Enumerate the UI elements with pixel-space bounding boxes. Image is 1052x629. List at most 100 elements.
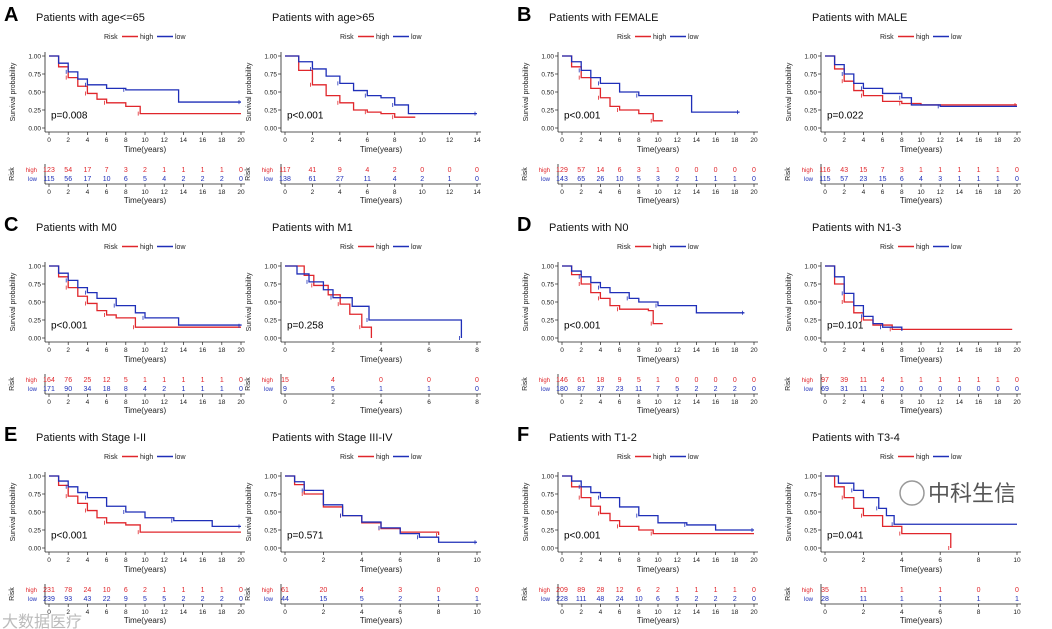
legend-low-label: low — [411, 454, 422, 461]
risk-table-label: Risk — [785, 167, 792, 181]
risk-x-tick-label: 6 — [881, 189, 885, 196]
risk-count-low: 28 — [821, 596, 829, 603]
risk-count-high: 164 — [43, 377, 55, 384]
risk-x-tick-label: 0 — [283, 609, 287, 616]
risk-count-low: 87 — [577, 386, 585, 393]
legend-low-label: low — [951, 34, 962, 41]
risk-x-tick-label: 10 — [1013, 609, 1021, 616]
risk-count-high: 1 — [656, 377, 660, 384]
risk-count-high: 15 — [860, 167, 868, 174]
risk-count-low: 2 — [733, 386, 737, 393]
legend-title: Risk — [880, 244, 894, 251]
risk-count-high: 0 — [1015, 377, 1019, 384]
risk-count-high: 1 — [143, 377, 147, 384]
panel-letter: A — [4, 4, 18, 26]
km-panel: Patients with M1 Risk high low Survival prob… — [245, 222, 481, 415]
panel-title: Patients with M0 — [36, 222, 117, 234]
km-curve-high — [49, 55, 241, 115]
risk-count-low: 18 — [103, 386, 111, 393]
risk-x-tick-label: 16 — [975, 399, 983, 406]
risk-row-low-label: low — [541, 177, 551, 183]
risk-count-high: 1 — [733, 587, 737, 594]
risk-x-tick-label: 20 — [750, 189, 758, 196]
watermark-right: 中科生信 — [928, 481, 1016, 506]
risk-x-tick-label: 18 — [218, 399, 226, 406]
x-tick-label: 18 — [994, 347, 1002, 354]
y-axis-label: Survival probability — [523, 482, 530, 541]
risk-count-low: 65 — [577, 176, 585, 183]
x-tick-label: 10 — [141, 347, 149, 354]
risk-x-tick-label: 20 — [750, 609, 758, 616]
risk-x-tick-label: 18 — [994, 189, 1002, 196]
risk-count-low: 1 — [475, 596, 479, 603]
km-panel: Patients with N1-3 Risk high low Survival pr… — [785, 222, 1021, 415]
risk-count-low: 1 — [714, 176, 718, 183]
x-tick-label: 18 — [731, 557, 739, 564]
x-tick-label: 14 — [956, 347, 964, 354]
risk-count-high: 146 — [556, 377, 568, 384]
risk-x-tick-label: 4 — [86, 609, 90, 616]
y-tick-label: 0.25 — [541, 527, 554, 534]
x-tick-label: 18 — [731, 137, 739, 144]
risk-row-high-label: high — [802, 588, 813, 594]
risk-count-high: 7 — [105, 167, 109, 174]
watermark-left: 大数据医疗 — [2, 613, 82, 629]
y-tick-label: 0.75 — [804, 491, 817, 498]
x-tick-label: 12 — [674, 347, 682, 354]
risk-count-low: 111 — [576, 596, 587, 603]
p-value: p<0.001 — [287, 111, 324, 122]
risk-count-high: 0 — [475, 377, 479, 384]
risk-table-label: Risk — [9, 167, 16, 181]
risk-count-high: 116 — [819, 167, 830, 174]
risk-count-high: 1 — [714, 587, 718, 594]
risk-count-high: 0 — [427, 377, 431, 384]
x-axis-label: Time(years) — [900, 565, 943, 574]
risk-table-label: Risk — [245, 377, 252, 391]
km-curve-high — [825, 475, 952, 548]
legend-title: Risk — [880, 34, 894, 41]
risk-count-low: 2 — [675, 176, 679, 183]
risk-count-high: 0 — [752, 167, 756, 174]
risk-table-label: Risk — [522, 377, 529, 391]
risk-count-high: 1 — [938, 167, 942, 174]
x-axis-label: Time(years) — [900, 355, 943, 364]
x-tick-label: 16 — [712, 137, 720, 144]
y-tick-label: 0.00 — [264, 545, 277, 552]
risk-count-high: 1 — [675, 587, 679, 594]
x-tick-label: 4 — [862, 137, 866, 144]
risk-x-tick-label: 18 — [994, 399, 1002, 406]
risk-x-tick-label: 8 — [977, 609, 981, 616]
y-tick-label: 0.75 — [264, 71, 277, 78]
panel-title: Patients with T3-4 — [812, 432, 900, 444]
risk-count-low: 2 — [881, 386, 885, 393]
risk-row-low-label: low — [541, 387, 551, 393]
risk-count-high: 5 — [124, 377, 128, 384]
x-tick-label: 0 — [823, 137, 827, 144]
risk-row-high-label: high — [539, 588, 550, 594]
legend-title: Risk — [617, 34, 631, 41]
risk-count-high: 0 — [752, 587, 756, 594]
risk-x-tick-label: 10 — [917, 189, 925, 196]
risk-row-low-label: low — [804, 597, 814, 603]
risk-count-low: 8 — [124, 386, 128, 393]
risk-count-high: 209 — [556, 587, 568, 594]
x-tick-label: 10 — [1013, 557, 1021, 564]
risk-x-tick-label: 12 — [937, 399, 945, 406]
x-tick-label: 20 — [237, 347, 245, 354]
risk-count-high: 0 — [239, 167, 243, 174]
risk-count-high: 14 — [597, 167, 605, 174]
km-curve-high — [49, 265, 241, 328]
risk-x-tick-label: 8 — [900, 399, 904, 406]
risk-count-low: 115 — [819, 176, 830, 183]
x-tick-label: 0 — [823, 347, 827, 354]
x-tick-label: 14 — [956, 137, 964, 144]
risk-count-low: 1 — [694, 176, 698, 183]
risk-count-low: 2 — [714, 386, 718, 393]
risk-table-label: Risk — [9, 587, 16, 601]
km-panel: F Patients with T1-2 Risk high low Survival p… — [517, 424, 758, 625]
risk-table-label: Risk — [522, 167, 529, 181]
risk-x-tick-label: 12 — [674, 399, 682, 406]
risk-x-tick-label: 16 — [975, 189, 983, 196]
risk-count-low: 1 — [900, 596, 904, 603]
risk-count-low: 11 — [860, 386, 867, 393]
